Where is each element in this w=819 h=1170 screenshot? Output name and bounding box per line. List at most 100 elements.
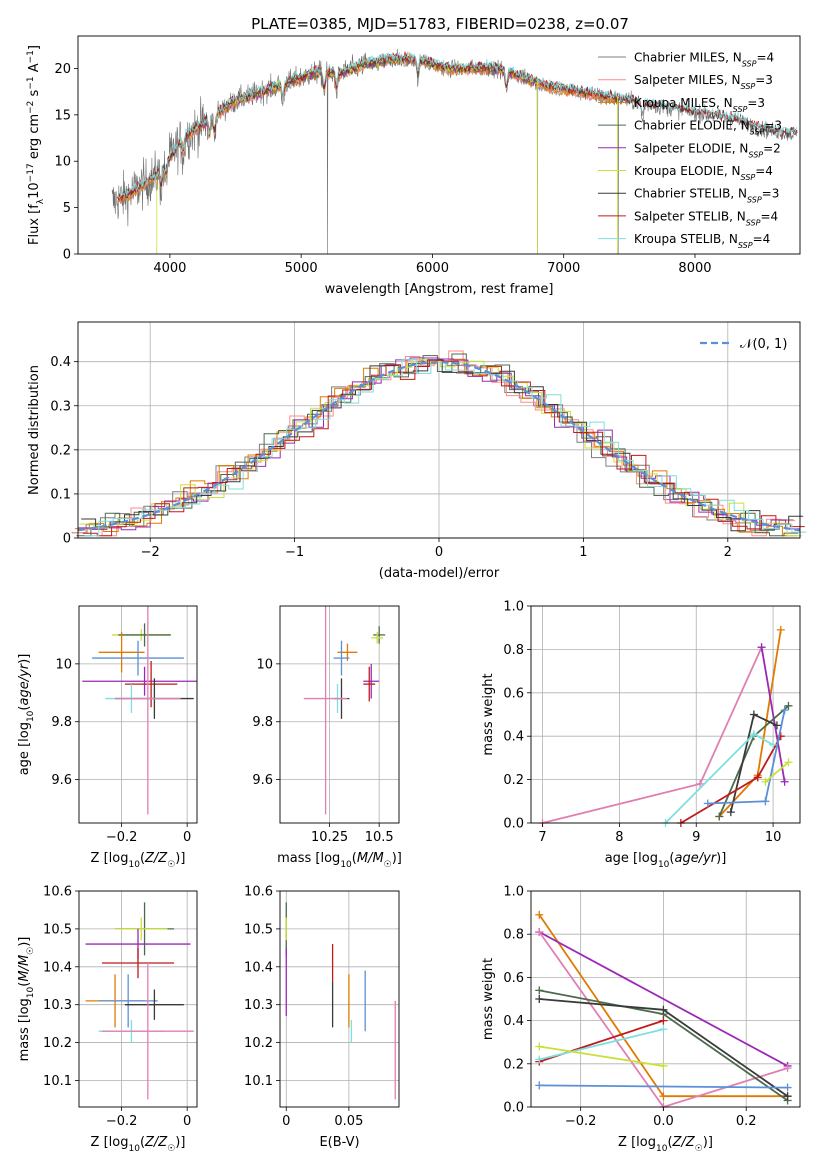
legend-entry-name: Salpeter MILES, N	[634, 73, 741, 87]
legend-entry-sub: SSP	[748, 150, 763, 159]
mass-weight-marker	[535, 986, 544, 995]
axes-frame	[78, 890, 198, 1108]
x-axis-label: Z [log10(Z/Z☉)]	[91, 851, 186, 870]
y-axis-label-part: Flux [f	[27, 204, 42, 245]
mass-weight-line	[760, 647, 786, 782]
data-points	[285, 902, 396, 1100]
y-tick-label: 10.6	[43, 885, 72, 900]
axes-frame	[78, 605, 198, 824]
mass-weight-marker	[659, 1016, 668, 1025]
mass-weight-marker	[761, 777, 770, 786]
residual-histogram	[84, 358, 807, 537]
x-tick-label: 8000	[678, 261, 711, 276]
x-axis-label-part: Z [log	[91, 1135, 129, 1150]
y-tick-label: 0.4	[503, 730, 524, 745]
mass-weight-marker	[659, 1061, 668, 1070]
y-tick-label: 10.5	[244, 922, 273, 937]
legend-entry-sub: SSP	[742, 59, 757, 68]
mass-vs-metallicity-panel: −0.2 010.110.210.310.410.510.6Z [log10(Z/…	[17, 885, 198, 1154]
x-axis-label-part: 10	[128, 860, 140, 870]
legend-entry-sub: SSP	[750, 127, 765, 136]
legend-entry-sub: SSP	[746, 218, 761, 227]
x-tick-label: 7000	[547, 261, 580, 276]
mass-weight-marker	[535, 1055, 544, 1064]
x-axis-label-part: (	[667, 1135, 672, 1150]
mass-weight-marker	[784, 701, 793, 710]
y-axis-label-part: Normed distribution	[27, 365, 42, 495]
x-tick-label: 9	[692, 830, 700, 845]
y-tick-label: 1.0	[503, 600, 524, 615]
x-axis-label: mass [log10(M/M☉)]	[277, 851, 402, 870]
y-axis-label-part: (	[17, 982, 32, 987]
mass-weight-line	[539, 1045, 664, 1067]
legend-entry-value: =4	[756, 51, 774, 65]
mass-weight-marker	[783, 1092, 792, 1101]
data-points	[303, 606, 386, 815]
x-tick-label: 0	[183, 830, 191, 845]
x-axis-label: (data-model)/error	[379, 566, 500, 581]
legend-entry-value: =4	[753, 232, 771, 246]
mass-weight-marker	[696, 779, 705, 788]
x-axis-label-part: 10	[658, 860, 670, 870]
x-tick-label: 1	[579, 545, 587, 560]
residual-histogram	[74, 358, 797, 537]
y-axis-label-part: −2	[26, 101, 36, 114]
x-axis-label-part: Z [log	[618, 1135, 656, 1150]
y-axis-label-part: mass weight	[481, 958, 496, 1040]
legend-entry-name: Chabrier STELIB, N	[634, 187, 747, 201]
y-tick-label: 1.0	[503, 885, 524, 900]
mass-weight-marker	[776, 625, 785, 634]
legend-entry-name: Chabrier MILES, N	[634, 51, 742, 65]
y-axis-label-part: s	[27, 89, 42, 100]
y-axis-label: mass weight	[481, 958, 496, 1040]
x-tick-label: 0.0	[653, 1114, 674, 1129]
y-tick-label: 10.5	[43, 922, 72, 937]
y-tick-label: 10.1	[43, 1074, 72, 1089]
x-axis-label-part: mass [log	[277, 851, 340, 866]
mass-weight-marker	[780, 777, 789, 786]
y-tick-label: 20	[54, 62, 71, 77]
y-axis-label-part: 10	[27, 182, 42, 199]
y-tick-label: 10.6	[244, 885, 273, 900]
legend-entry-sub: SSP	[733, 104, 748, 113]
x-axis-label: wavelength [Angstrom, rest frame]	[325, 282, 554, 297]
y-tick-label: 10.2	[43, 1036, 72, 1051]
y-tick-label: 0.1	[50, 487, 71, 502]
x-axis-label-part: Z [log	[91, 851, 129, 866]
y-axis-label: mass weight	[481, 673, 496, 755]
x-tick-label: 0	[282, 1114, 290, 1129]
mass-weight-vs-age-panel: 7 8 9 10 0.0 0.2 0.4 0.6 0.8 1.0 mass weight age [l…	[481, 600, 801, 870]
data-points	[85, 902, 194, 1100]
y-axis-label: age [log10(age/yr)]	[17, 654, 36, 776]
mass-weight-line	[718, 705, 790, 817]
y-axis-label: Normed distribution	[27, 365, 42, 495]
y-tick-label: 0.4	[50, 355, 71, 370]
legend-entry: Chabrier MILES, NSSP=4	[634, 51, 774, 69]
mass-weight-marker	[761, 797, 770, 806]
y-tick-label: 0.2	[503, 773, 524, 788]
y-axis-label-part: age [log	[17, 722, 32, 775]
y-axis-label-part: mass weight	[481, 673, 496, 755]
y-axis-label-part: −1	[26, 50, 36, 63]
x-tick-label: 0	[435, 545, 443, 560]
y-tick-label: 10.3	[244, 998, 273, 1013]
x-axis-label-part: Z/Z	[144, 851, 168, 866]
y-tick-label: 9.8	[51, 715, 72, 730]
legend-entry-name: Kroupa ELODIE, N	[634, 164, 741, 178]
y-tick-label: 10.1	[244, 1074, 273, 1089]
axes-frame	[77, 35, 801, 255]
x-axis-label-part: ☉	[167, 860, 175, 870]
normal-distribution-curve	[77, 360, 801, 532]
axes-frame	[279, 890, 400, 1108]
x-axis-label-part: 10	[340, 860, 352, 870]
legend-entry-name: Kroupa MILES, N	[634, 96, 733, 110]
mass-weight-marker	[772, 721, 781, 730]
y-axis-label-part: erg cm	[27, 114, 42, 163]
x-axis-label-part: ☉	[167, 1144, 175, 1154]
x-axis-label-part: )]	[175, 851, 185, 866]
y-axis-label-part: A	[27, 63, 42, 76]
y-tick-label: 0.2	[503, 1057, 524, 1072]
